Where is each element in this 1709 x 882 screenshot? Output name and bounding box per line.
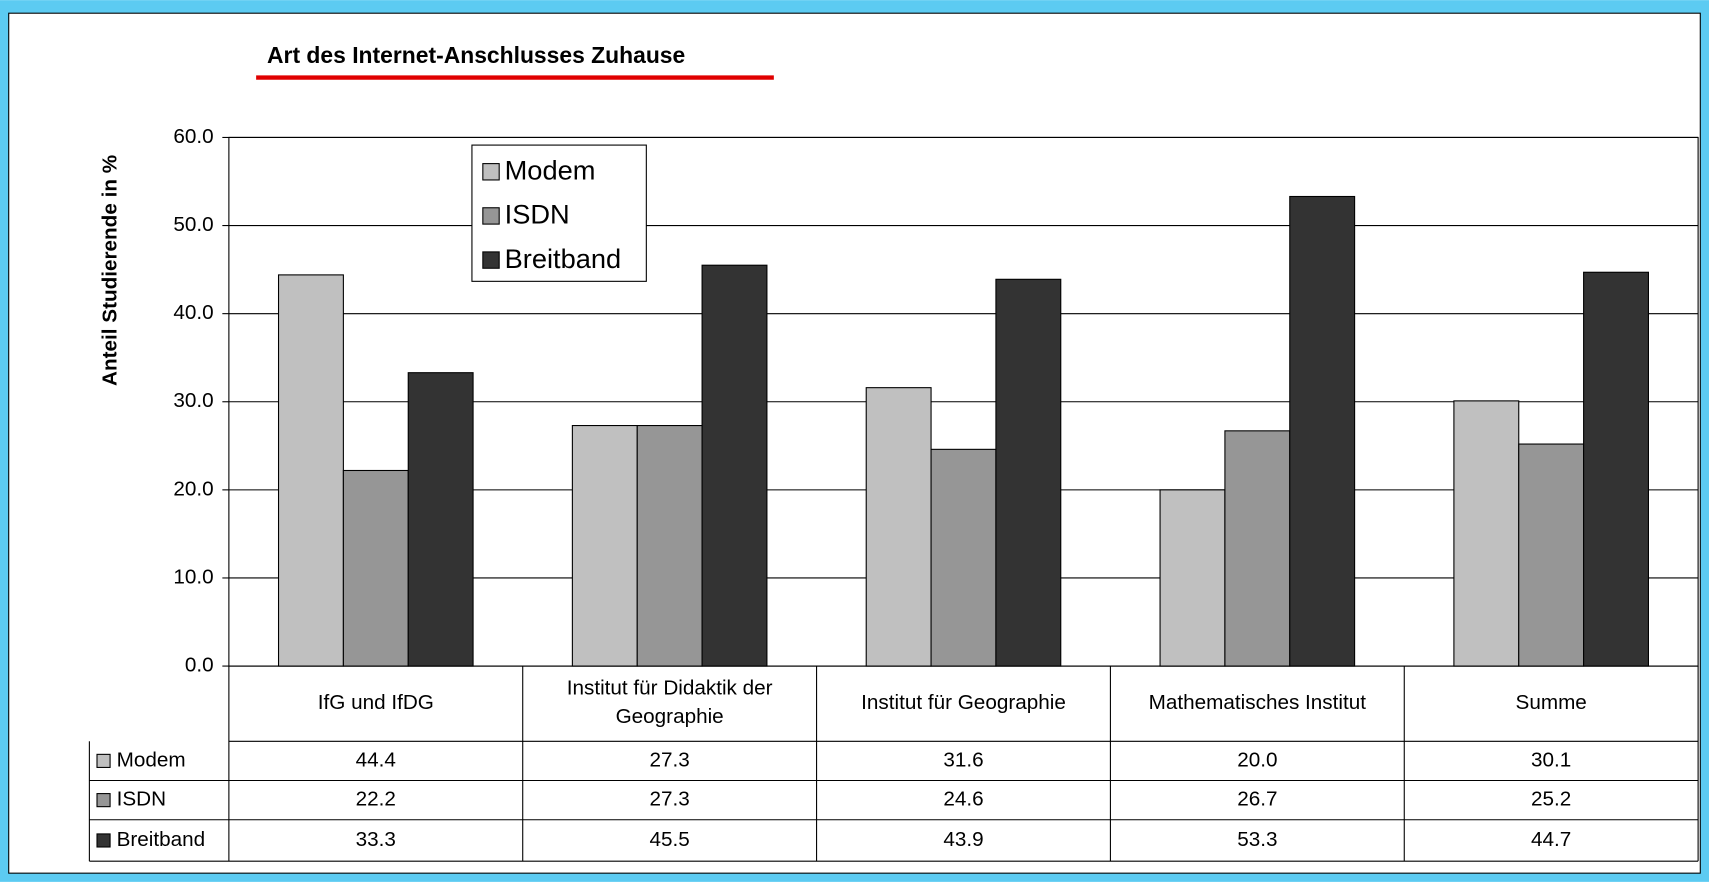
x-tick-label: Institut für Geographie — [861, 691, 1066, 714]
y-tick-label: 10.0 — [173, 565, 213, 588]
legend-key — [482, 251, 500, 269]
bar — [636, 425, 703, 667]
y-tick-label: 0.0 — [185, 654, 214, 677]
bar — [1289, 195, 1356, 667]
table-cell: 24.6 — [943, 788, 983, 811]
table-cell: 44.7 — [1531, 828, 1571, 851]
legend-label: Breitband — [505, 243, 622, 274]
x-tick-label: Mathematisches Institut — [1149, 691, 1367, 714]
table-cell: 33.3 — [356, 828, 396, 851]
legend-box — [471, 144, 647, 282]
table-cell: 25.2 — [1531, 788, 1571, 811]
table-cell: 22.2 — [356, 788, 396, 811]
x-tick-label: IfG und IfDG — [318, 691, 434, 714]
table-row-label: Breitband — [117, 828, 206, 851]
y-tick-label: 20.0 — [173, 477, 213, 500]
table-legend-key — [96, 833, 111, 848]
legend-label: Modem — [505, 155, 596, 186]
table-cell: 27.3 — [650, 788, 690, 811]
bar — [1453, 400, 1520, 667]
table-row-label: Modem — [117, 748, 186, 771]
y-tick-label: 60.0 — [173, 125, 213, 148]
bar — [1518, 443, 1585, 667]
table-cell: 26.7 — [1237, 788, 1277, 811]
table-cell: 30.1 — [1531, 748, 1571, 771]
y-tick-label: 30.0 — [173, 389, 213, 412]
bar — [1583, 271, 1649, 667]
bar — [995, 278, 1062, 667]
y-axis-label: Anteil Studierende in % — [99, 155, 122, 386]
bar — [277, 274, 344, 667]
bar — [571, 425, 638, 667]
bar — [930, 448, 997, 667]
table-legend-key — [96, 753, 111, 768]
table-cell: 53.3 — [1237, 828, 1277, 851]
bar — [1159, 489, 1226, 667]
y-tick-label: 50.0 — [173, 213, 213, 236]
legend-label: ISDN — [505, 199, 570, 230]
x-tick-label: Institut für Didaktik der Geographie — [567, 677, 773, 728]
table-cell: 44.4 — [356, 748, 396, 771]
table-cell: 20.0 — [1237, 748, 1277, 771]
y-tick-label: 40.0 — [173, 301, 213, 324]
table-row-label: ISDN — [117, 788, 166, 811]
x-tick-label: Summe — [1516, 691, 1587, 714]
bar — [701, 264, 768, 667]
legend-key — [482, 163, 500, 181]
table-legend-key — [96, 793, 111, 808]
legend-key — [482, 207, 500, 225]
bar — [407, 372, 474, 667]
table-cell: 45.5 — [650, 828, 690, 851]
table-cell: 43.9 — [943, 828, 983, 851]
bar — [342, 469, 409, 667]
bar — [1224, 430, 1291, 667]
table-cell: 27.3 — [650, 748, 690, 771]
table-cell: 31.6 — [943, 748, 983, 771]
bar — [865, 387, 932, 667]
chart-title: Art des Internet-Anschlusses Zuhause — [267, 42, 685, 68]
